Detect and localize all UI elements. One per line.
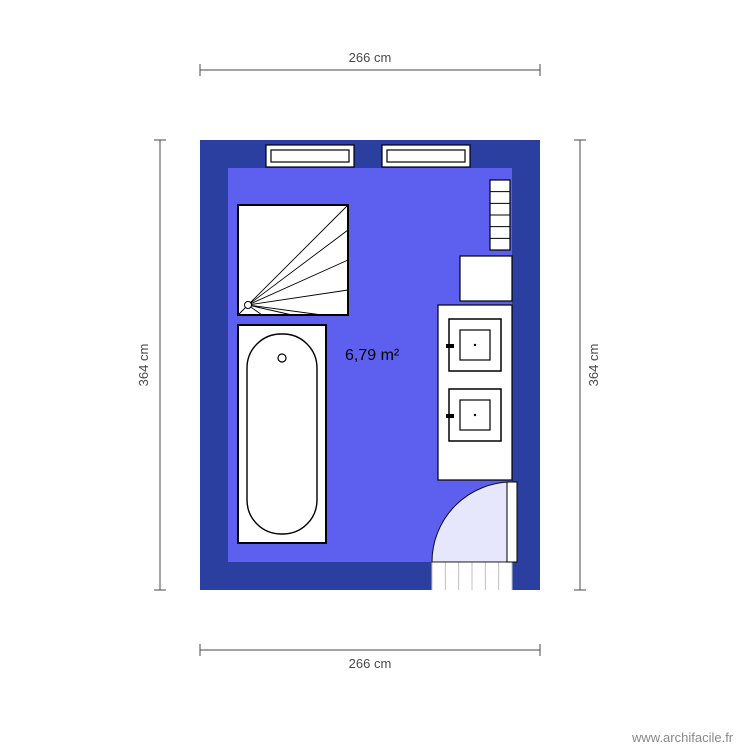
small-cabinet xyxy=(460,256,512,301)
dimension-label: 266 cm xyxy=(349,50,392,65)
vanity-unit xyxy=(438,305,512,480)
bathtub xyxy=(238,325,326,543)
window xyxy=(266,145,354,167)
area-label: 6,79 m² xyxy=(345,347,400,364)
window xyxy=(382,145,470,167)
dimension-label: 364 cm xyxy=(586,344,601,387)
sink xyxy=(446,389,501,441)
shower-tray xyxy=(238,205,348,315)
sink xyxy=(446,319,501,371)
towel-ladder xyxy=(490,180,510,250)
watermark: www.archifacile.fr xyxy=(631,730,734,745)
dimension-label: 266 cm xyxy=(349,656,392,671)
dimension-label: 364 cm xyxy=(136,344,151,387)
